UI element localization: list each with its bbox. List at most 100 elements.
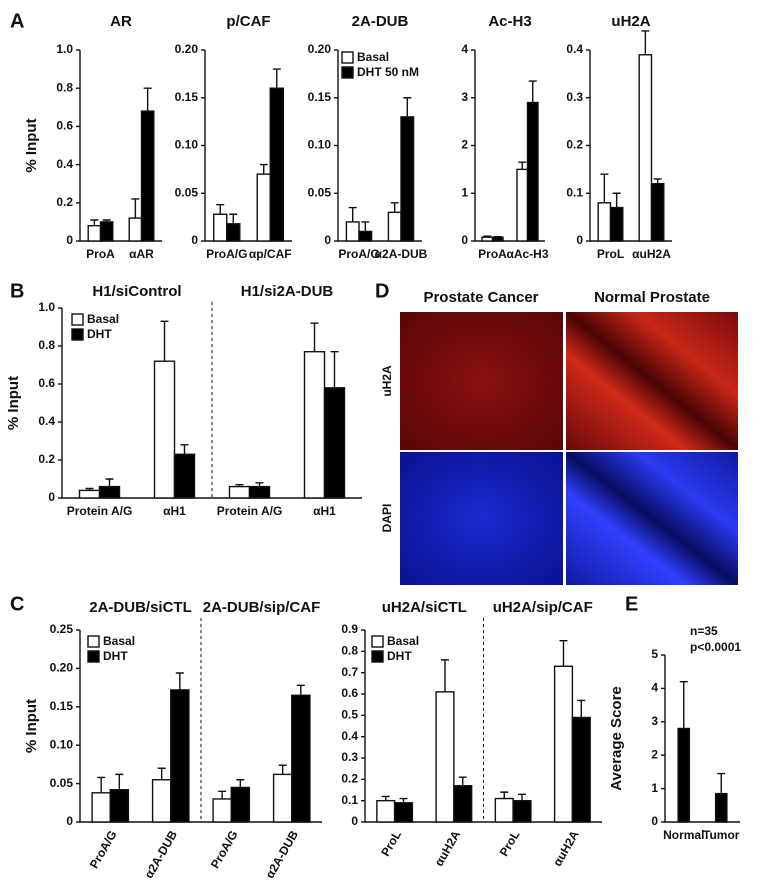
y-tick-label: 0 — [576, 233, 583, 247]
error-bar — [102, 219, 111, 222]
bar — [256, 173, 271, 242]
x-tick-label: ProL — [378, 828, 404, 859]
x-tick-label: ProL — [597, 247, 624, 261]
y-tick-label: 0.8 — [56, 80, 73, 94]
error-bar — [180, 444, 189, 455]
legend-swatch — [87, 650, 100, 663]
legend-swatch — [87, 635, 100, 648]
y-tick-label: 0.7 — [341, 665, 358, 679]
bar — [400, 116, 415, 242]
y-tick-label: 4 — [651, 681, 658, 695]
error-bar — [296, 684, 305, 696]
error-bar — [97, 776, 106, 793]
legend-swatch — [371, 635, 384, 648]
column-title: Normal Prostate — [594, 289, 710, 306]
bar — [571, 716, 591, 823]
error-bar — [612, 192, 621, 208]
bar — [358, 230, 373, 242]
error-bar — [157, 767, 166, 780]
error-bar — [577, 699, 586, 718]
x-tick-label: αp/CAF — [249, 247, 292, 261]
y-tick-label: 1.0 — [38, 300, 55, 314]
legend-swatch — [71, 313, 84, 326]
error-bar — [458, 776, 467, 786]
error-bar — [653, 178, 662, 184]
annotation: n=35 — [690, 624, 718, 638]
micrograph — [400, 452, 563, 585]
y-tick-label: 0.15 — [50, 699, 74, 713]
y-tick-label: 0.4 — [341, 729, 358, 743]
error-bar — [255, 482, 264, 487]
x-tick-label: αH1 — [313, 504, 336, 518]
bar — [714, 792, 728, 823]
legend-label: DHT 50 nM — [357, 65, 419, 79]
y-axis-label: Average Score — [608, 686, 625, 791]
bar — [609, 206, 624, 242]
error-bar — [175, 672, 184, 690]
bar — [228, 485, 251, 499]
x-tick-label: Protein A/G — [67, 504, 133, 518]
bar — [526, 101, 539, 242]
y-tick-label: 0.05 — [175, 185, 199, 199]
legend-swatch — [341, 51, 354, 64]
error-bar — [160, 320, 169, 362]
column-title: Prostate Cancer — [423, 289, 538, 306]
axis-line — [664, 655, 740, 823]
error-bar — [483, 235, 492, 238]
y-tick-label: 0.6 — [56, 119, 73, 133]
error-bar — [361, 221, 370, 232]
y-tick-label: 1 — [461, 185, 468, 199]
bar — [230, 786, 251, 823]
legend-swatch — [71, 328, 84, 341]
error-bar — [235, 484, 244, 487]
y-tick-label: 0 — [66, 233, 73, 247]
y-tick-label: 0.2 — [38, 452, 55, 466]
group-title: uH2A/sip/CAF — [493, 599, 593, 616]
chart-title: AR — [110, 13, 132, 30]
x-tick-label: Tumor — [703, 828, 740, 842]
panel-letter: D — [375, 280, 389, 302]
legend-label: DHT — [103, 649, 128, 663]
x-tick-label: αuH2A — [432, 828, 464, 869]
bar — [226, 223, 241, 242]
legend-label: Basal — [103, 634, 135, 648]
chart-title: p/CAF — [226, 13, 270, 30]
y-tick-label: 0.10 — [175, 138, 199, 152]
bar — [109, 789, 130, 823]
y-axis-label: % Input — [5, 376, 22, 430]
panel-letter: C — [10, 593, 24, 615]
panel-letter: A — [10, 10, 24, 32]
y-tick-label: 0.6 — [38, 376, 55, 390]
bar — [91, 792, 111, 823]
error-bar — [440, 659, 449, 692]
micrograph — [400, 312, 563, 450]
legend-swatch — [371, 650, 384, 663]
legend-label: DHT — [87, 327, 112, 341]
y-tick-label: 0 — [66, 814, 73, 828]
bar — [553, 665, 574, 823]
y-tick-label: 0.1 — [566, 185, 583, 199]
y-tick-label: 0.05 — [50, 776, 74, 790]
legend-label: Basal — [357, 50, 389, 64]
bar — [345, 221, 360, 242]
y-tick-label: 0.4 — [56, 157, 73, 171]
bar — [128, 217, 143, 242]
error-bar — [90, 219, 99, 226]
error-bar — [218, 790, 227, 799]
y-tick-label: 0.3 — [341, 750, 358, 764]
group-title: uH2A/siCTL — [382, 599, 467, 616]
x-tick-label: α2A-DUB — [263, 828, 302, 881]
error-bar — [105, 478, 114, 487]
group-title: 2A-DUB/sip/CAF — [203, 599, 321, 616]
y-tick-label: 0.9 — [341, 622, 358, 636]
error-bar — [500, 791, 509, 799]
bar — [512, 799, 532, 823]
bar — [387, 211, 402, 242]
x-tick-label: ProA/G — [87, 828, 120, 871]
chart-title: uH2A — [611, 13, 650, 30]
error-bar — [717, 772, 726, 794]
chart-title: 2A-DUB — [352, 13, 409, 30]
y-tick-label: 0 — [324, 233, 331, 247]
y-tick-label: 0.8 — [341, 644, 358, 658]
bar — [516, 168, 529, 242]
